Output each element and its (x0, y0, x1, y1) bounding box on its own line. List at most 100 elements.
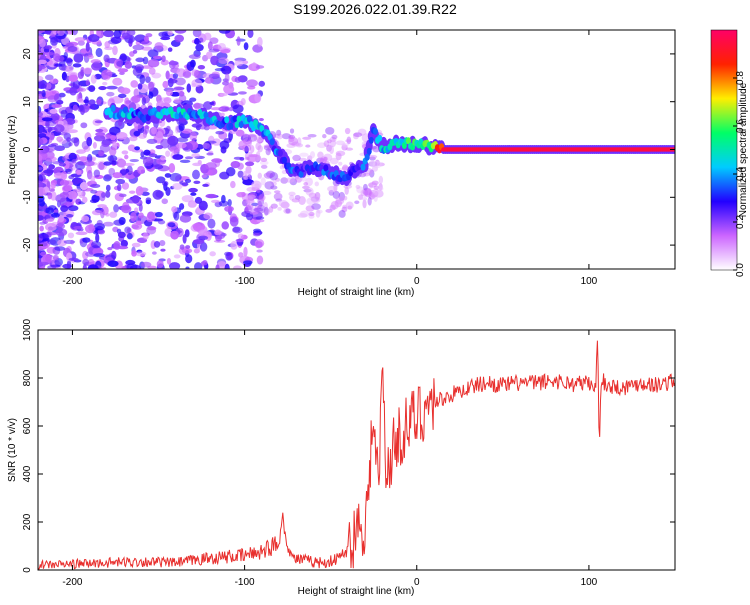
noise-blob (257, 37, 263, 47)
noise-blob (300, 210, 309, 217)
noise-blob (198, 65, 205, 70)
noise-blob (254, 208, 264, 212)
spectrogram-x-tick-label: 100 (581, 276, 598, 287)
noise-blob (194, 103, 201, 110)
noise-blob (155, 212, 163, 217)
noise-blob (42, 117, 53, 121)
noise-blob (56, 223, 65, 229)
noise-blob (173, 73, 178, 79)
noise-blob (310, 151, 315, 158)
noise-blob (106, 86, 118, 90)
noise-blob (323, 157, 327, 162)
noise-blob (101, 69, 112, 79)
noise-blob (169, 60, 176, 69)
noise-blob (157, 260, 164, 268)
noise-blob (168, 47, 173, 51)
noise-blob (242, 144, 252, 151)
noise-blob (149, 153, 158, 157)
noise-blob (169, 163, 175, 173)
noise-blob (75, 161, 85, 170)
noise-blob (204, 33, 212, 41)
noise-blob (354, 200, 359, 204)
noise-blob (248, 154, 257, 157)
noise-blob (168, 222, 176, 227)
noise-blob (225, 264, 230, 273)
noise-blob (39, 39, 46, 48)
noise-blob (148, 82, 154, 92)
noise-blob (87, 55, 93, 59)
noise-blob (252, 62, 257, 69)
ridge-core (270, 138, 275, 145)
noise-blob (56, 136, 63, 142)
noise-blob (245, 196, 253, 205)
noise-blob (221, 195, 226, 203)
noise-blob (146, 214, 155, 222)
noise-blob (315, 182, 319, 187)
noise-blob (43, 170, 54, 174)
chart-title: S199.2026.022.01.39.R22 (293, 1, 457, 17)
noise-blob (185, 229, 190, 237)
noise-blob (124, 155, 128, 160)
noise-blob (39, 200, 45, 207)
noise-blob (93, 253, 105, 257)
snr-y-tick-label: 800 (22, 369, 33, 386)
noise-blob (277, 207, 281, 211)
noise-blob (45, 223, 57, 231)
noise-blob (255, 196, 264, 200)
noise-blob (116, 132, 127, 140)
noise-blob (147, 139, 158, 144)
noise-blob (221, 113, 225, 117)
noise-blob (185, 254, 192, 263)
noise-blob (163, 134, 168, 137)
noise-blob (76, 170, 82, 175)
spectrogram-x-label: Height of straight line (km) (298, 287, 415, 298)
noise-blob (113, 241, 120, 250)
noise-blob (40, 252, 46, 257)
noise-blob (45, 156, 57, 162)
noise-blob (103, 30, 114, 37)
noise-blob (48, 144, 57, 147)
noise-blob (189, 54, 201, 59)
noise-blob (243, 260, 252, 264)
noise-blob (167, 31, 173, 36)
noise-blob (185, 266, 189, 270)
noise-blob (160, 37, 170, 41)
noise-blob (292, 155, 301, 161)
noise-blob (180, 214, 191, 222)
noise-blob (50, 37, 58, 46)
noise-blob (60, 180, 70, 186)
noise-blob (162, 81, 168, 88)
noise-blob (135, 251, 146, 256)
noise-blob (143, 157, 154, 167)
noise-blob (111, 37, 122, 44)
noise-blob (119, 194, 127, 197)
noise-blob (152, 190, 163, 200)
noise-blob (129, 191, 135, 194)
noise-blob (164, 97, 172, 103)
noise-blob (88, 99, 95, 105)
noise-blob (260, 158, 267, 162)
colorbar-tick-label: 0.0 (735, 263, 746, 277)
noise-blob (250, 212, 258, 215)
noise-blob (218, 57, 229, 64)
noise-blob (103, 161, 111, 165)
noise-blob (54, 246, 65, 251)
noise-blob (86, 137, 92, 147)
noise-blob (202, 260, 207, 265)
noise-blob (154, 241, 160, 248)
noise-blob (120, 87, 131, 94)
noise-blob (76, 149, 86, 154)
noise-blob (160, 156, 166, 161)
spectrogram-panel: -200 -100 0 100-20-1001020 Height of straig… (7, 26, 679, 298)
noise-blob (220, 140, 230, 149)
noise-blob (102, 82, 107, 85)
noise-blob (140, 75, 146, 85)
noise-blob (93, 142, 97, 149)
noise-blob (42, 90, 46, 97)
noise-blob (332, 135, 338, 140)
noise-blob (162, 181, 168, 186)
noise-blob (48, 205, 56, 210)
noise-blob (68, 232, 74, 238)
noise-blob (91, 75, 97, 84)
